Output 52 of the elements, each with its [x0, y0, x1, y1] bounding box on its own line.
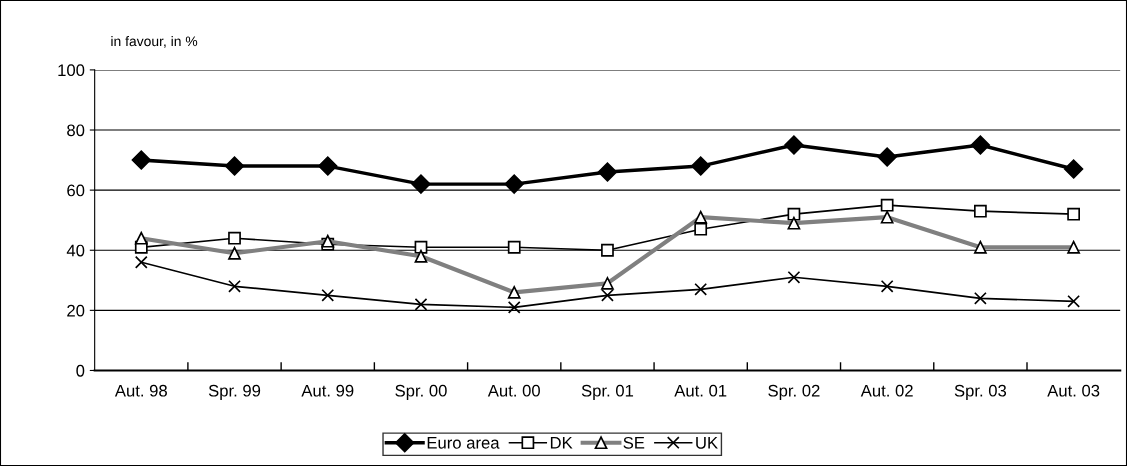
- legend-label: SE: [623, 436, 645, 449]
- point: [787, 207, 801, 221]
- point: [691, 156, 711, 176]
- point: [694, 222, 708, 236]
- point: [134, 255, 148, 269]
- point: [1063, 159, 1084, 179]
- point: [973, 291, 987, 305]
- y-tick-label: 20: [67, 304, 85, 317]
- point: [507, 300, 521, 314]
- point: [228, 231, 241, 245]
- y-tick-label: 40: [66, 244, 85, 257]
- y-tick-label: 80: [67, 124, 85, 137]
- x-tick-label: Aut. 99: [301, 384, 354, 397]
- y-tick-label: 0: [76, 364, 85, 377]
- point: [321, 288, 335, 302]
- x-tick-label: Spr. 02: [768, 384, 820, 400]
- point: [880, 279, 894, 293]
- x-tick-label: Aut. 03: [1047, 384, 1100, 397]
- x-tick-label: Spr. 00: [395, 384, 447, 400]
- point: [601, 243, 614, 257]
- point: [787, 270, 801, 284]
- point: [877, 147, 897, 167]
- point: [597, 162, 618, 182]
- x-tick-label: Spr. 03: [954, 384, 1007, 400]
- point: [694, 282, 708, 296]
- y-tick-label: 60: [67, 184, 85, 197]
- point: [504, 174, 524, 194]
- point: [318, 156, 338, 176]
- x-tick-label: Spr. 99: [208, 384, 261, 400]
- point: [1067, 207, 1081, 221]
- y-axis-title: in favour, in %: [111, 35, 198, 48]
- x-tick-label: Aut. 01: [674, 384, 727, 397]
- point: [880, 198, 894, 212]
- point: [414, 297, 428, 311]
- point: [507, 240, 521, 254]
- legend-label: UK: [696, 437, 718, 449]
- x-tick-label: Aut. 98: [114, 384, 167, 397]
- legend-label: DK: [550, 437, 573, 449]
- point: [131, 150, 151, 170]
- point: [973, 204, 987, 218]
- legend-label: Euro area: [427, 437, 500, 449]
- point: [601, 288, 614, 302]
- x-tick-label: Spr. 01: [581, 384, 634, 400]
- point: [411, 174, 431, 194]
- point: [1067, 294, 1081, 308]
- point: [784, 135, 804, 155]
- point: [228, 279, 241, 293]
- point: [970, 135, 991, 155]
- point: [224, 156, 245, 176]
- x-tick-label: Aut. 00: [487, 384, 540, 397]
- x-tick-label: Aut. 02: [860, 384, 913, 397]
- y-tick-label: 100: [58, 64, 85, 77]
